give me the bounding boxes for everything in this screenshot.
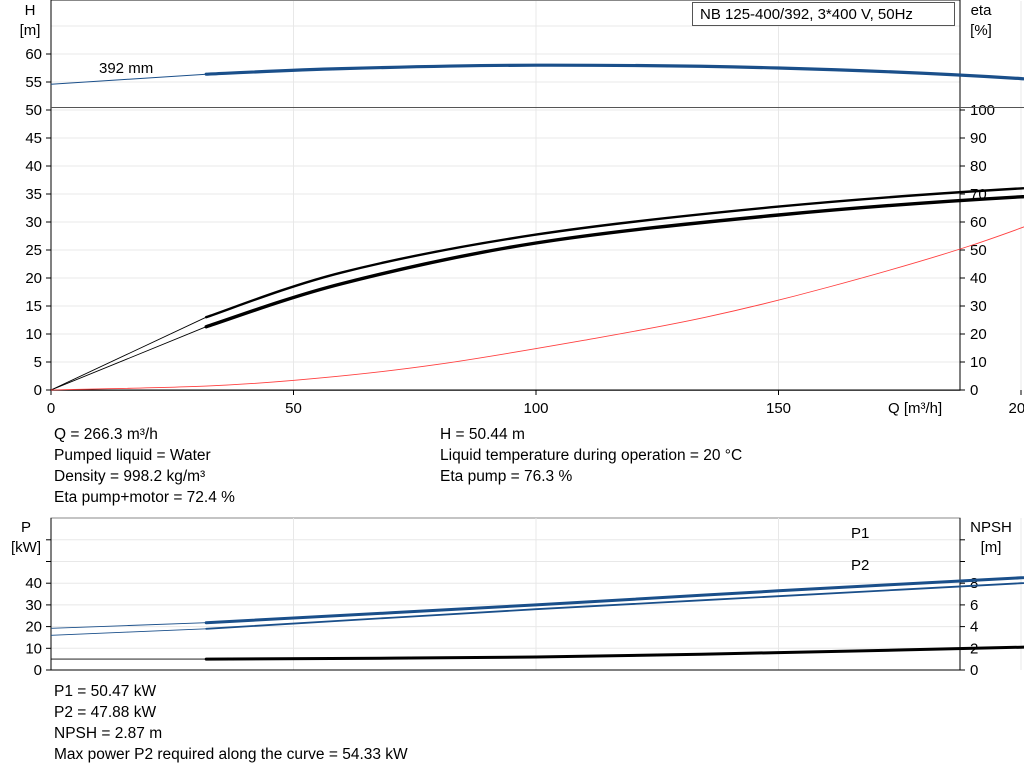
bottom-left-tick-label: 0 bbox=[34, 662, 42, 679]
p1-series-label: P1 bbox=[851, 525, 869, 542]
info-npsh: NPSH = 2.87 m bbox=[54, 725, 163, 742]
top-xlabel: Q [m³/h] bbox=[888, 400, 942, 417]
info-head: H = 50.44 m bbox=[440, 426, 525, 443]
top-x-tick-label: 100 bbox=[523, 400, 548, 417]
top-right-tick-label: 100 bbox=[970, 102, 995, 119]
top-ylabel-name: H bbox=[25, 2, 36, 19]
info-bottom: P1 = 50.47 kW P2 = 47.88 kW NPSH = 2.87 … bbox=[54, 681, 408, 765]
bottom-ylabel-right-name: NPSH bbox=[970, 519, 1012, 536]
p2-curve-extrapolated bbox=[50, 628, 207, 636]
bottom-right-tick-label: 4 bbox=[970, 619, 978, 636]
top-left-tick-label: 55 bbox=[25, 74, 42, 91]
top-left-tick-label: 50 bbox=[25, 102, 42, 119]
head-curve-extrapolated bbox=[50, 73, 207, 85]
bottom-right-tick-label: 6 bbox=[970, 597, 978, 614]
top-left-tick-label: 10 bbox=[25, 326, 42, 343]
top-left-tick-label: 35 bbox=[25, 186, 42, 203]
top-right-tick-label: 90 bbox=[970, 130, 987, 147]
top-x-tick-label: 200 bbox=[1008, 400, 1024, 417]
eta-pump-motor-curve-extrapolated bbox=[50, 326, 207, 391]
top-ylabel-unit: [m] bbox=[20, 22, 41, 39]
top-ylabel-right-unit: [%] bbox=[970, 22, 992, 39]
top-ylabel-right-name: eta bbox=[971, 2, 993, 19]
top-left-tick-label: 60 bbox=[25, 46, 42, 63]
top-right-tick-label: 80 bbox=[970, 158, 987, 175]
top-left-tick-label: 20 bbox=[25, 270, 42, 287]
top-x-tick-label: 150 bbox=[766, 400, 791, 417]
eta-pump-motor-curve bbox=[204, 194, 1024, 329]
bottom-left-tick-label: 20 bbox=[25, 619, 42, 636]
p2-curve bbox=[205, 582, 1024, 630]
bottom-ylabel-right-unit: [m] bbox=[981, 539, 1002, 556]
npsh-curve bbox=[204, 645, 1024, 661]
info-liquid: Pumped liquid = Water bbox=[54, 447, 211, 464]
bottom-left-tick-label: 40 bbox=[25, 575, 42, 592]
top-x-tick-label: 50 bbox=[285, 400, 302, 417]
top-left-tick-label: 40 bbox=[25, 158, 42, 175]
pump-legend: NB 125-400/392, 3*400 V, 50Hz bbox=[692, 2, 955, 26]
top-right-tick-label: 0 bbox=[970, 382, 978, 399]
top-x-tick-label: 0 bbox=[47, 400, 55, 417]
top-right-tick-label: 50 bbox=[970, 242, 987, 259]
p2-series-label: P2 bbox=[851, 557, 869, 574]
impeller-diameter-label: 392 mm bbox=[99, 60, 153, 77]
bottom-ylabel-name: P bbox=[21, 519, 31, 536]
bottom-left-tick-label: 30 bbox=[25, 597, 42, 614]
top-left-tick-label: 30 bbox=[25, 214, 42, 231]
p1-curve bbox=[204, 576, 1024, 625]
top-right-tick-label: 10 bbox=[970, 354, 987, 371]
info-p1: P1 = 50.47 kW bbox=[54, 683, 157, 700]
head-curve bbox=[204, 63, 1024, 81]
info-p2: P2 = 47.88 kW bbox=[54, 704, 157, 721]
bottom-right-tick-label: 8 bbox=[970, 575, 978, 592]
info-density: Density = 998.2 kg/m³ bbox=[54, 468, 206, 485]
info-left: Q = 266.3 m³/h Pumped liquid = Water Den… bbox=[54, 424, 235, 508]
info-flow: Q = 266.3 m³/h bbox=[54, 426, 158, 443]
top-right-tick-label: 20 bbox=[970, 326, 987, 343]
info-max-power: Max power P2 required along the curve = … bbox=[54, 746, 408, 763]
bottom-left-tick-label: 10 bbox=[25, 640, 42, 657]
info-right: H = 50.44 m Liquid temperature during op… bbox=[440, 424, 742, 487]
info-eta-pump: Eta pump = 76.3 % bbox=[440, 468, 573, 485]
top-left-tick-label: 45 bbox=[25, 130, 42, 147]
eta-pump-curve-extrapolated bbox=[50, 316, 207, 391]
top-right-tick-label: 30 bbox=[970, 298, 987, 315]
info-eta-pump-motor: Eta pump+motor = 72.4 % bbox=[54, 489, 235, 506]
p1-curve-extrapolated bbox=[50, 622, 207, 629]
system-curve bbox=[50, 226, 1024, 391]
top-right-tick-label: 40 bbox=[970, 270, 987, 287]
top-plot-frame bbox=[50, 0, 961, 391]
info-temperature: Liquid temperature during operation = 20… bbox=[440, 447, 743, 464]
top-left-tick-label: 15 bbox=[25, 298, 42, 315]
eta-pump-curve bbox=[205, 187, 1024, 319]
top-right-tick-label: 60 bbox=[970, 214, 987, 231]
bottom-ylabel-unit: [kW] bbox=[11, 539, 41, 556]
top-left-tick-label: 5 bbox=[34, 354, 42, 371]
top-left-tick-label: 25 bbox=[25, 242, 42, 259]
bottom-right-tick-label: 0 bbox=[970, 662, 978, 679]
top-left-tick-label: 0 bbox=[34, 382, 42, 399]
